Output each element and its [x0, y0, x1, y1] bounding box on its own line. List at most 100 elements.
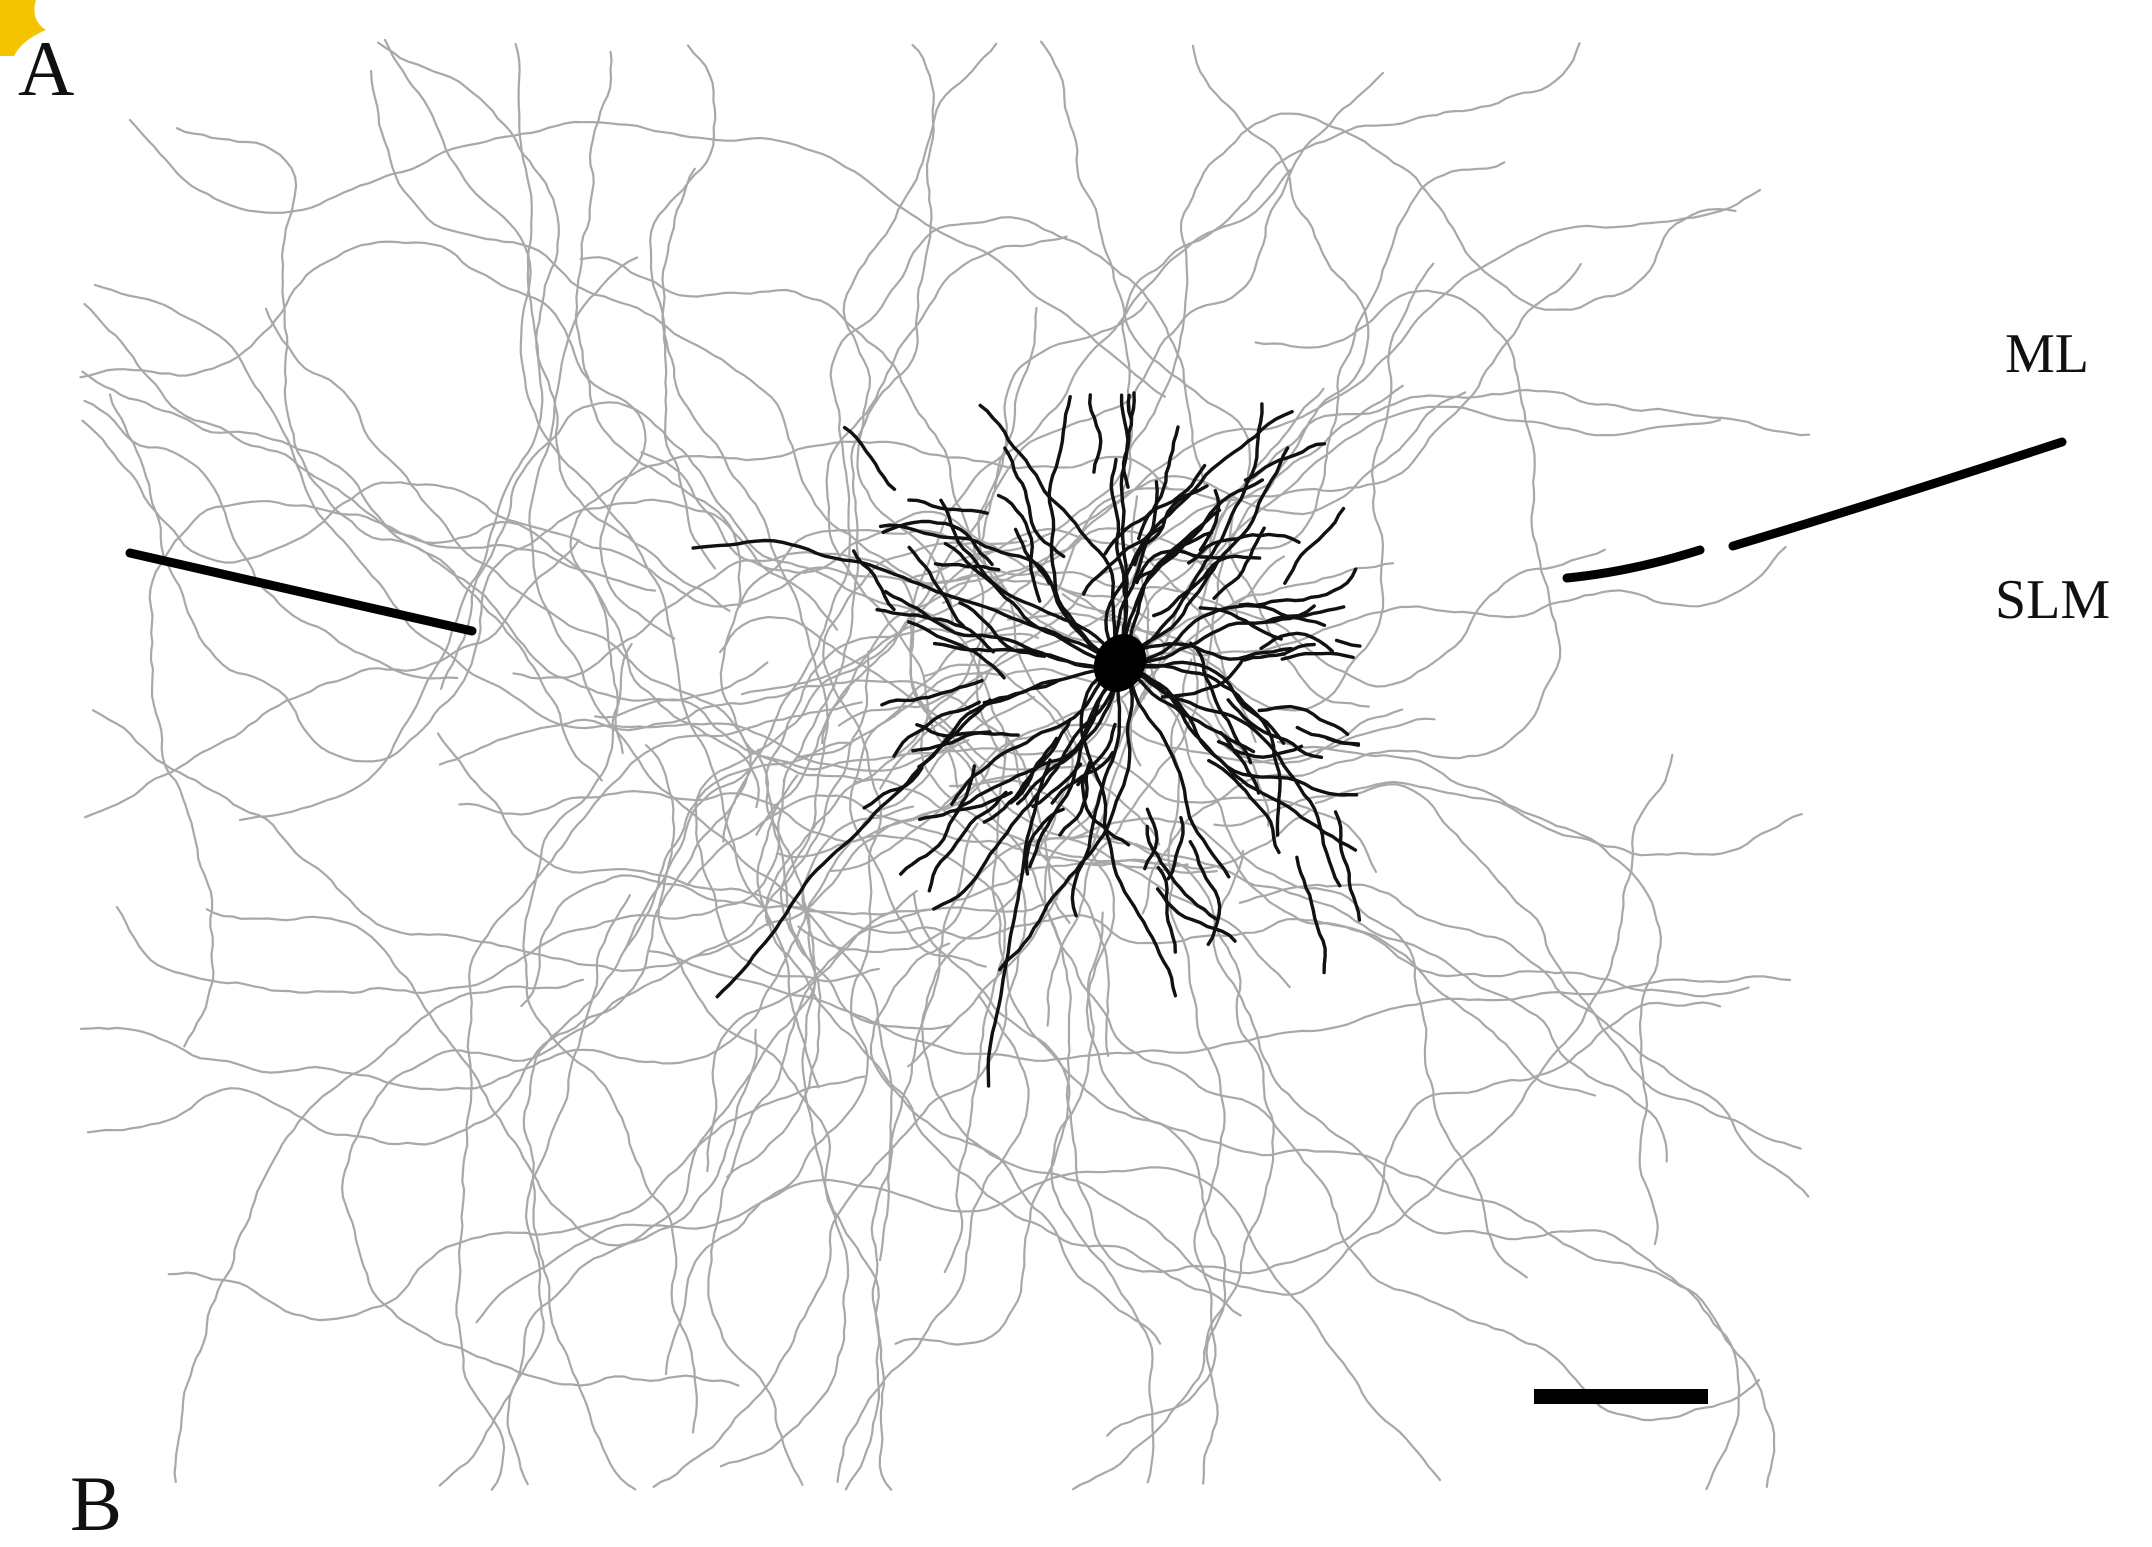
axon-branch — [949, 779, 1668, 1163]
axon-branch — [797, 835, 1275, 1491]
dendrite-branch — [1219, 731, 1261, 795]
dendrite-branch — [1121, 391, 1136, 489]
axon-branch — [458, 639, 1181, 843]
axon-branch — [1212, 849, 1741, 1491]
axon-branch — [148, 500, 624, 1048]
axon-branch — [1106, 658, 1226, 1437]
axon-branch — [173, 978, 584, 1484]
axon-branch — [649, 44, 717, 570]
axon-branch — [593, 698, 1378, 873]
axon-branch — [909, 168, 1292, 989]
dendrite-branch — [1003, 446, 1066, 559]
dendrite-branch — [1187, 532, 1301, 565]
axon-branch — [906, 112, 1737, 581]
axon-branch — [821, 527, 1257, 745]
dendrite-branch — [842, 425, 897, 491]
axon-branch — [579, 256, 985, 727]
dendrite-branch — [1118, 446, 1290, 665]
axon-branch — [686, 794, 1311, 886]
axon-branch — [941, 735, 1722, 1275]
ml-slm-boundary-left — [125, 548, 477, 636]
dendrite-branch — [1295, 725, 1361, 746]
dendrite-branch — [927, 790, 1008, 893]
dendrite-branch — [907, 620, 1006, 680]
axon-branch — [83, 303, 657, 592]
dendrite-branch — [950, 661, 1122, 806]
highlight-corner-mark — [0, 0, 46, 56]
axon-branch — [782, 43, 935, 782]
axon-branch — [1085, 849, 1227, 1485]
dendrite-branch — [691, 538, 1122, 665]
dendrite-branch — [1050, 751, 1115, 805]
dendrite-branch — [1126, 393, 1133, 421]
dendrite-branch — [1283, 506, 1346, 585]
dendrite-branch — [862, 766, 924, 810]
dendrite-branch — [1079, 661, 1178, 998]
dendrite-branch — [1088, 393, 1103, 474]
axon-branch — [1050, 911, 1155, 1484]
dendritic-tree — [691, 391, 1362, 1088]
neuron-reconstruction-figure — [79, 38, 2067, 1491]
axon-branch — [1314, 780, 1803, 857]
dendrite-branch — [1238, 567, 1358, 607]
axon-branch — [1046, 384, 1404, 1027]
dendrite-branch — [892, 700, 981, 758]
dendrite-branch — [1198, 606, 1283, 641]
dendrite-branch — [915, 723, 1020, 738]
dendrite-branch — [1118, 661, 1359, 797]
soma — [1093, 634, 1147, 692]
dendrite-branch — [1295, 855, 1327, 975]
dendrite-branch — [880, 678, 984, 707]
dendrite-branch — [1216, 740, 1304, 759]
axon-branch — [79, 739, 970, 1091]
layer-label-slm: SLM — [1995, 569, 2111, 631]
dendrite-branch — [1334, 638, 1362, 648]
axon-branch — [1040, 40, 1370, 708]
scale-bar — [1534, 1389, 1708, 1404]
dendrite-branch — [1113, 480, 1159, 665]
dendrite-branch — [939, 498, 1122, 665]
dendrite-branch — [907, 545, 965, 628]
dendrite-branch — [978, 403, 1122, 665]
axon-branch — [83, 399, 459, 680]
axon-branch — [84, 539, 580, 819]
axon-branch — [522, 741, 850, 1491]
axon-branch — [1112, 388, 1811, 767]
axon-branch — [755, 527, 1239, 836]
axon-branch — [1120, 42, 1581, 498]
axon-branch — [644, 744, 850, 1468]
axon-branch — [438, 679, 1071, 924]
dendrite-branch — [1013, 527, 1051, 585]
axon-branch — [726, 627, 1040, 1179]
dendrite-branch — [1118, 660, 1282, 837]
dendrite-branch — [1118, 661, 1256, 754]
axon-branch — [1130, 495, 1528, 1279]
ml-slm-boundary-right-segment — [1728, 437, 2067, 551]
axon-branch — [920, 663, 1162, 1345]
dendrite-branch — [1280, 651, 1355, 661]
dendrite-branch — [907, 498, 989, 515]
dendrite-branch — [1047, 395, 1122, 665]
dendrite-branch — [1133, 484, 1209, 567]
dendrite-branch — [996, 493, 1042, 603]
axon-branch — [167, 1075, 866, 1322]
axon-branch — [740, 188, 1762, 696]
dendrite-branch — [1188, 641, 1253, 765]
axon-branch — [664, 540, 1028, 1376]
axon-branch — [869, 753, 1674, 1296]
axon-branch — [1043, 682, 1761, 1422]
dendrite-branch — [1160, 655, 1246, 699]
axon-branch — [383, 38, 820, 1089]
dendrite-branch — [1137, 425, 1180, 541]
dendrite-branch — [982, 677, 1062, 705]
panel-label-b: B — [70, 1460, 123, 1547]
dendrite-branch — [1259, 631, 1334, 653]
dendrite-branch — [1109, 457, 1129, 665]
axon-branch — [436, 732, 1058, 916]
axon-branch — [512, 551, 959, 789]
dendrite-branch — [1145, 824, 1219, 921]
axon-branch — [438, 894, 631, 1487]
axon-branch — [176, 127, 603, 782]
dendrite-branch — [1118, 402, 1264, 665]
axon-branch — [706, 861, 1218, 1173]
